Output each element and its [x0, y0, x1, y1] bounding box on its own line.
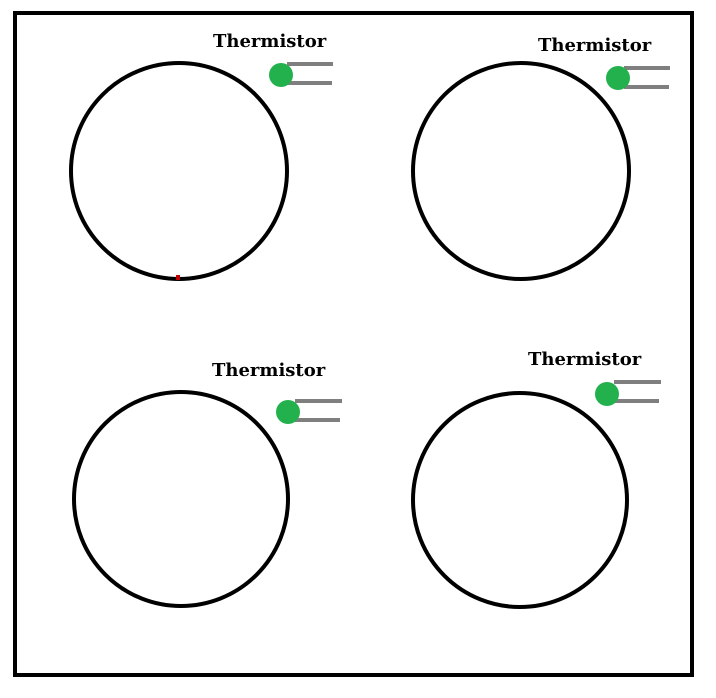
thermistor-bead: [269, 63, 293, 87]
burner-ring-bottom-right: [411, 391, 629, 609]
burner-ring-bottom-left: [72, 390, 290, 608]
thermistor-label-bottom-right: Thermistor: [528, 349, 642, 370]
thermistor-label-top-right: Thermistor: [538, 35, 652, 56]
thermistor-bead: [595, 382, 619, 406]
thermistor-label-bottom-left: Thermistor: [212, 360, 326, 381]
cooktop-outline: [13, 11, 694, 677]
thermistor-top-right: [606, 66, 670, 90]
thermistor-bottom-right: [595, 380, 661, 406]
thermistor-bead: [276, 400, 300, 424]
thermistor-label-top-left: Thermistor: [213, 31, 327, 52]
ring-mark: [176, 275, 180, 280]
burner-ring-top-left: [69, 61, 289, 281]
thermistor-top-left: [269, 62, 333, 87]
thermistor-bottom-left: [276, 399, 342, 424]
burner-ring-top-right: [411, 61, 631, 281]
thermistor-bead: [606, 66, 630, 90]
